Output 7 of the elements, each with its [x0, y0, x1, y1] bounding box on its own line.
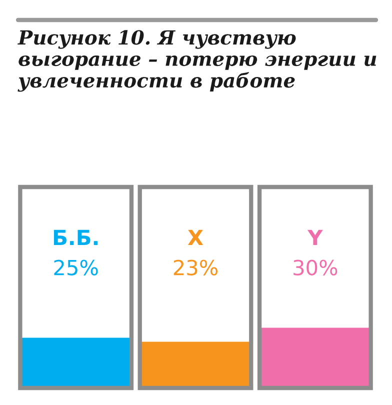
- x-tick-label: Y: [307, 230, 323, 246]
- data-label: 30%: [294, 260, 338, 276]
- data-label: 25%: [54, 260, 98, 276]
- x-tick-label: X: [188, 230, 204, 246]
- data-label: 23%: [174, 260, 218, 276]
- chart-title: Рисунок 10. Я чувствую выгорание – потерю энергии и увлеченности в работе: [18, 30, 376, 92]
- x-tick-label: Б.Б.: [54, 230, 98, 246]
